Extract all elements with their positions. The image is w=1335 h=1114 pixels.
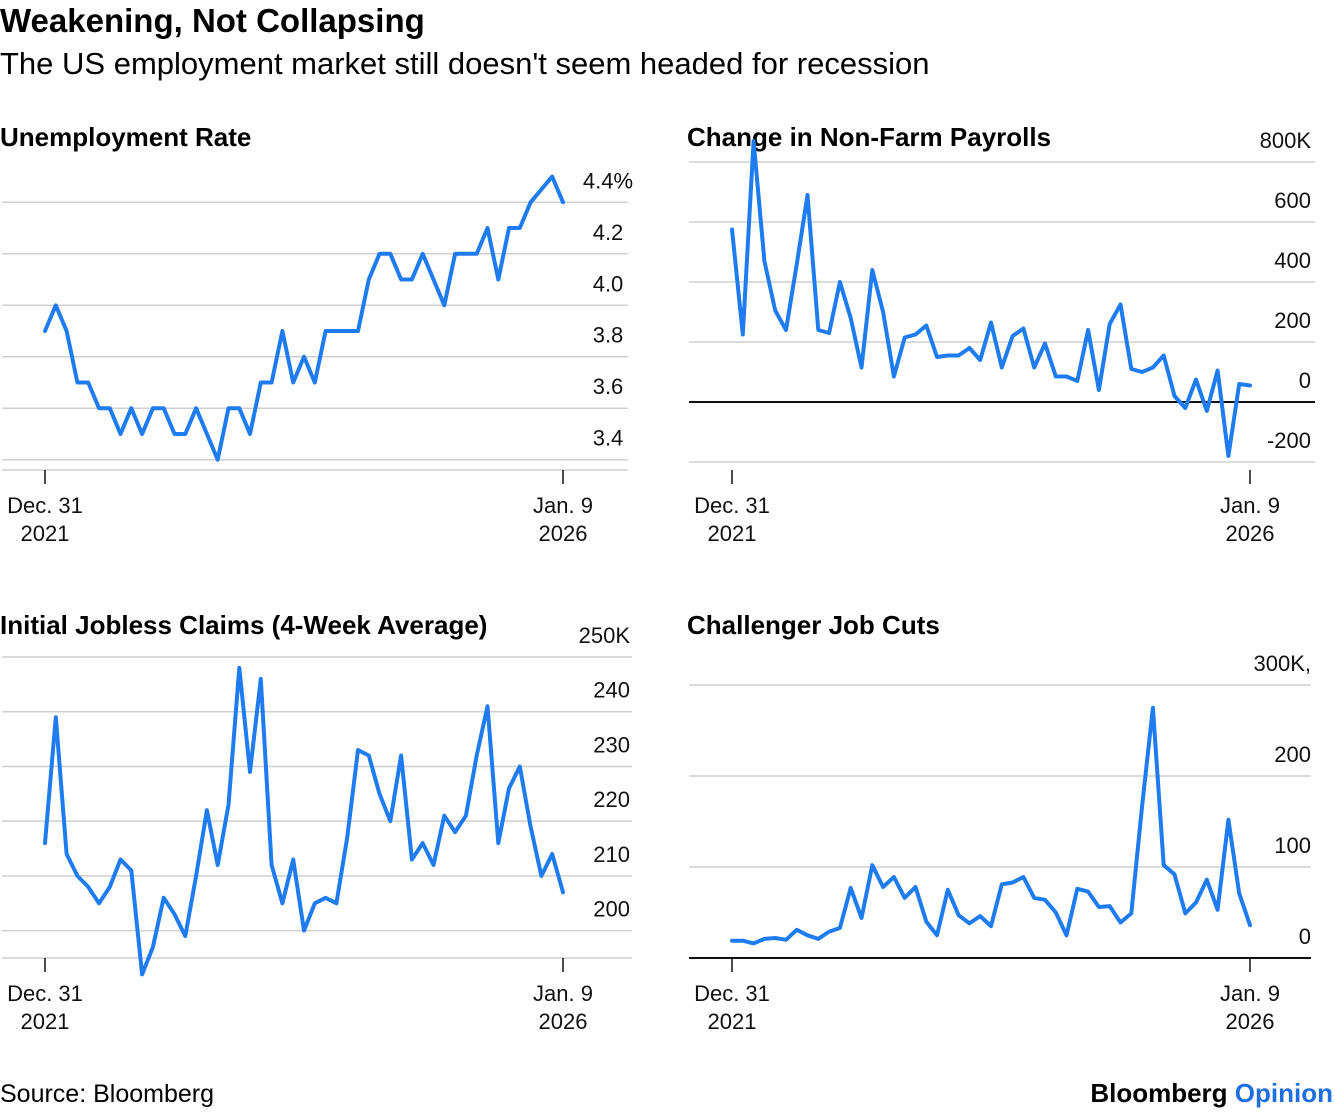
y-tick-label: 210 xyxy=(593,842,630,867)
series-line xyxy=(43,174,565,462)
panel-jobless-claims: Initial Jobless Claims (4-Week Average) … xyxy=(0,610,660,1050)
x-tick-label: 2026 xyxy=(1226,1009,1275,1034)
panel-title: Unemployment Rate xyxy=(0,122,252,152)
y-tick-label: 200 xyxy=(593,897,630,922)
brand-accent: Opinion xyxy=(1234,1078,1333,1108)
y-tick-label: 400 xyxy=(1274,248,1311,273)
x-tick-label: Dec. 31 xyxy=(694,981,770,1006)
x-tick-label: 2026 xyxy=(539,521,588,546)
y-tick-label: 800K xyxy=(1260,128,1312,153)
x-tick-label: Jan. 9 xyxy=(1220,493,1280,518)
y-tick-label: 200 xyxy=(1274,308,1311,333)
series-line xyxy=(730,705,1252,946)
x-tick-label: 2021 xyxy=(21,521,70,546)
y-tick-label: 200 xyxy=(1274,742,1311,767)
brand-name: Bloomberg xyxy=(1090,1078,1228,1108)
series-line xyxy=(730,139,1252,458)
x-tick-label: Dec. 31 xyxy=(7,493,83,518)
x-tick-label: Dec. 31 xyxy=(694,493,770,518)
y-tick-label: 600 xyxy=(1274,188,1311,213)
y-tick-label: 300K, xyxy=(1254,651,1312,676)
y-tick-label: 3.6 xyxy=(593,374,624,399)
panel-title: Challenger Job Cuts xyxy=(687,610,940,640)
x-tick-label: Jan. 9 xyxy=(533,493,593,518)
y-tick-label: 0 xyxy=(1299,368,1311,393)
unemployment-rate-chart: 4.4% 4.2 4.0 3.8 3.6 3.4 Dec. 31 2021 Jan. 9 2026 xyxy=(2,168,633,546)
y-tick-label: 4.4% xyxy=(583,168,633,193)
jobless-claims-chart: 250K 240 230 220 210 200 Dec. 31 2021 Jan. 9 2026 xyxy=(2,623,632,1034)
panel-title: Initial Jobless Claims (4-Week Average) xyxy=(0,610,488,640)
chart-subtitle: The US employment market still doesn't s… xyxy=(0,46,930,81)
x-tick-label: 2026 xyxy=(539,1009,588,1034)
x-tick-label: Jan. 9 xyxy=(1220,981,1280,1006)
y-tick-label: 3.4 xyxy=(593,426,624,451)
y-tick-label: 4.0 xyxy=(593,271,624,296)
x-tick-label: Jan. 9 xyxy=(533,981,593,1006)
y-tick-label: 0 xyxy=(1299,924,1311,949)
panel-challenger-job-cuts: Challenger Job Cuts 300K, 200 100 0 Dec. 31 2… xyxy=(687,610,1335,1050)
panel-nonfarm-payrolls: Change in Non-Farm Payrolls 800K 600 400 20… xyxy=(687,122,1335,562)
nonfarm-payrolls-chart: 800K 600 400 200 0 -200 Dec. 31 2021 Jan. 9 2026 xyxy=(689,128,1315,546)
y-tick-label: 4.2 xyxy=(593,220,624,245)
series-line xyxy=(43,665,565,977)
y-tick-label: 240 xyxy=(593,678,630,703)
y-tick-label: 100 xyxy=(1274,833,1311,858)
x-tick-label: 2026 xyxy=(1226,521,1275,546)
y-tick-label: 250K xyxy=(579,623,631,648)
panel-unemployment-rate: Unemployment Rate 4.4% 4.2 4.0 3.8 3.6 3.4 Dec… xyxy=(0,122,660,562)
y-tick-label: 230 xyxy=(593,732,630,757)
x-tick-label: 2021 xyxy=(21,1009,70,1034)
x-tick-label: 2021 xyxy=(708,1009,757,1034)
panel-title: Change in Non-Farm Payrolls xyxy=(687,122,1052,152)
y-tick-label: -200 xyxy=(1267,428,1311,453)
y-tick-label: 3.8 xyxy=(593,323,624,348)
x-tick-label: 2021 xyxy=(708,521,757,546)
challenger-job-cuts-chart: 300K, 200 100 0 Dec. 31 2021 Jan. 9 2026 xyxy=(689,651,1312,1034)
brand-logo: Bloomberg Opinion xyxy=(1090,1078,1333,1109)
chart-title: Weakening, Not Collapsing xyxy=(0,2,425,39)
source-note: Source: Bloomberg xyxy=(0,1080,215,1108)
y-tick-label: 220 xyxy=(593,787,630,812)
x-tick-label: Dec. 31 xyxy=(7,981,83,1006)
